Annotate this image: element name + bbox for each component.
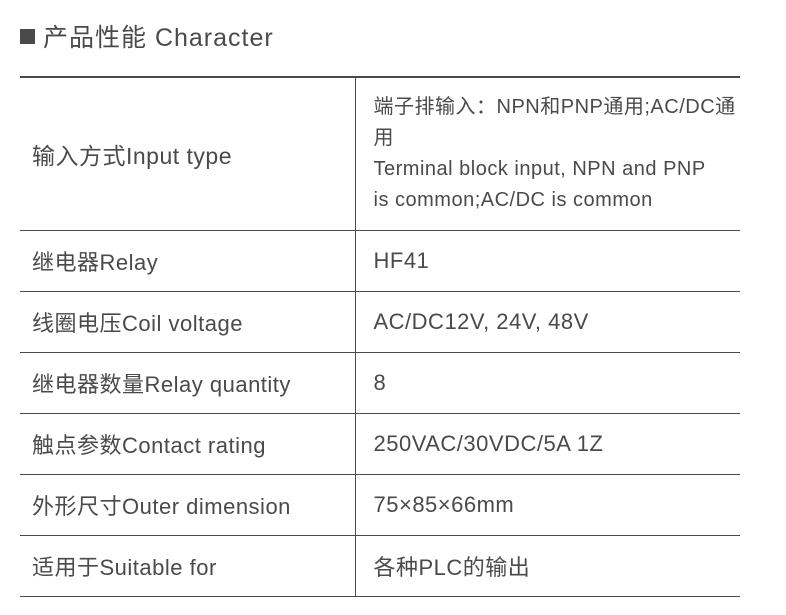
table-row: 继电器Relay HF41 (20, 231, 740, 292)
spec-value-line: Terminal block input, NPN and PNP (374, 154, 741, 185)
spec-value: AC/DC12V, 24V, 48V (355, 292, 740, 353)
spec-label: 继电器数量Relay quantity (20, 353, 355, 414)
spec-label: 线圈电压Coil voltage (20, 292, 355, 353)
square-bullet-icon (20, 29, 35, 44)
table-row: 输入方式Input type 端子排输入：NPN和PNP通用;AC/DC通用 T… (20, 77, 740, 231)
spec-value-line: 端子排输入：NPN和PNP通用;AC/DC通用 (374, 92, 741, 154)
section-header: 产品性能 Character (20, 18, 766, 54)
section-title: 产品性能 Character (43, 18, 274, 54)
spec-value: HF41 (355, 231, 740, 292)
table-row: 外形尺寸Outer dimension 75×85×66mm (20, 475, 740, 536)
spec-value: 250VAC/30VDC/5A 1Z (355, 414, 740, 475)
table-row: 继电器数量Relay quantity 8 (20, 353, 740, 414)
spec-label: 触点参数Contact rating (20, 414, 355, 475)
spec-table: 输入方式Input type 端子排输入：NPN和PNP通用;AC/DC通用 T… (20, 76, 740, 597)
spec-label: 继电器Relay (20, 231, 355, 292)
spec-label: 外形尺寸Outer dimension (20, 475, 355, 536)
table-row: 触点参数Contact rating 250VAC/30VDC/5A 1Z (20, 414, 740, 475)
spec-value: 8 (355, 353, 740, 414)
table-row: 线圈电压Coil voltage AC/DC12V, 24V, 48V (20, 292, 740, 353)
spec-label: 输入方式Input type (20, 77, 355, 231)
spec-value: 75×85×66mm (355, 475, 740, 536)
spec-value-line: is common;AC/DC is common (374, 185, 741, 216)
spec-value: 端子排输入：NPN和PNP通用;AC/DC通用 Terminal block i… (355, 77, 740, 231)
